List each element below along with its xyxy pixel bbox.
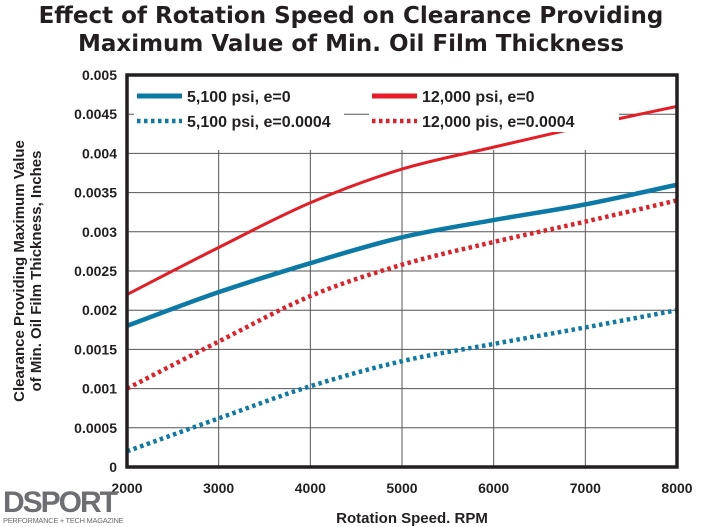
y-tick-label: 0 (109, 459, 117, 475)
y-tick-label: 0.004 (82, 145, 117, 161)
x-axis-label: Rotation Speed. RPM (336, 510, 488, 527)
y-tick-label: 0.003 (82, 224, 117, 240)
x-tick-label: 2000 (111, 480, 142, 496)
series-line-0 (126, 182, 678, 328)
legend-label: 12,000 pis, e=0.0004 (422, 114, 575, 131)
legend-bg (369, 108, 619, 132)
x-tick-label: 8000 (661, 480, 692, 496)
x-tick-label: 6000 (478, 480, 509, 496)
y-axis-label-line: Clearance Providing Maximum Value (11, 140, 28, 402)
logo-tagline: PERFORMANCE + TECH MAGAZINE (3, 516, 124, 525)
chart-title-line-1: Effect of Rotation Speed on Clearance Pr… (38, 3, 664, 29)
legend-label: 12,000 psi, e=0 (422, 89, 535, 106)
x-tick-label: 4000 (295, 480, 326, 496)
y-tick-label: 0.002 (82, 302, 117, 318)
dsport-logo: DSPORT PERFORMANCE + TECH MAGAZINE (3, 486, 148, 526)
x-tick-label: 7000 (570, 480, 601, 496)
y-tick-label: 0.0005 (74, 420, 117, 436)
legend-bg (134, 108, 344, 132)
y-axis-label-line: of Min. Oil Film Thickness, Inches (28, 151, 45, 392)
logo-wordmark: DSPORT (3, 486, 118, 519)
series-line-2 (126, 307, 678, 454)
y-tick-label: 0.0015 (74, 341, 117, 357)
y-tick-label: 0.0045 (74, 106, 117, 122)
legend-label: 5,100 psi, e=0 (187, 89, 291, 106)
y-tick-label: 0.0035 (74, 185, 117, 201)
chart-title: Effect of Rotation Speed on Clearance Pr… (0, 2, 702, 58)
y-tick-label: 0.0025 (74, 263, 117, 279)
y-tick-label: 0.005 (82, 67, 117, 83)
x-tick-label: 3000 (203, 480, 234, 496)
legend-label: 5,100 psi, e=0.0004 (187, 114, 331, 131)
x-tick-label: 5000 (386, 480, 417, 496)
y-tick-label: 0.001 (82, 381, 117, 397)
series-line-3 (125, 198, 678, 391)
plot-border (125, 73, 679, 469)
chart-title-line-2: Maximum Value of Min. Oil Film Thickness (77, 31, 625, 57)
